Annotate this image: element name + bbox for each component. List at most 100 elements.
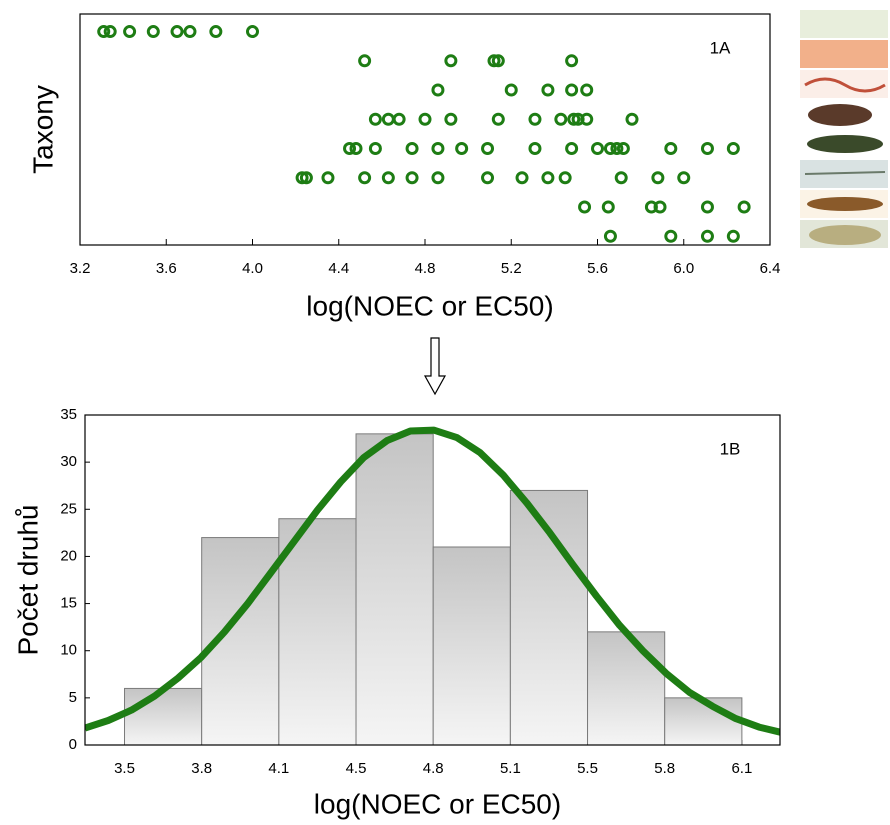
x-tick-label: 5.6 <box>587 260 608 277</box>
point <box>565 142 579 156</box>
y-tick-label: 5 <box>69 689 77 706</box>
y-tick-label: 30 <box>60 453 77 470</box>
point <box>580 112 594 126</box>
point <box>368 112 382 126</box>
point <box>567 112 581 126</box>
bar <box>432 546 511 746</box>
point <box>103 25 117 39</box>
point <box>541 83 555 97</box>
x-tick-label: 5.8 <box>654 760 675 777</box>
point <box>528 142 542 156</box>
point <box>418 112 432 126</box>
x-tick-label: 4.4 <box>328 260 349 277</box>
annotation: 1A <box>710 38 731 57</box>
point <box>481 171 495 185</box>
y-axis-label: Taxony <box>27 85 58 174</box>
x-tick-label: 3.2 <box>70 260 91 277</box>
point <box>578 200 592 214</box>
point <box>726 142 740 156</box>
point <box>491 54 505 68</box>
point <box>405 171 419 185</box>
point <box>392 112 406 126</box>
x-tick-label: 6.1 <box>731 760 752 777</box>
point <box>565 54 579 68</box>
point <box>209 25 223 39</box>
point <box>726 229 740 243</box>
plot-area <box>80 14 770 245</box>
x-tick-label: 5.1 <box>500 760 521 777</box>
point <box>321 171 335 185</box>
point <box>603 229 617 243</box>
x-tick-label: 4.8 <box>415 260 436 277</box>
point <box>616 142 630 156</box>
point <box>97 25 111 39</box>
point <box>614 171 628 185</box>
organism-pictures <box>800 10 888 248</box>
point <box>170 25 184 39</box>
point <box>700 200 714 214</box>
x-tick-label: 4.0 <box>242 260 263 277</box>
point <box>601 200 615 214</box>
plot-frame <box>79 13 771 246</box>
x-tick-label: 3.5 <box>114 760 135 777</box>
point <box>515 171 529 185</box>
y-tick-label: 25 <box>60 500 77 517</box>
x-axis-label: log(NOEC or EC50) <box>314 788 561 819</box>
point <box>295 171 309 185</box>
point <box>431 83 445 97</box>
point <box>183 25 197 39</box>
point <box>455 142 469 156</box>
plot-frame <box>84 414 781 746</box>
x-tick-label: 5.5 <box>577 760 598 777</box>
y-tick-label: 20 <box>60 547 77 564</box>
point <box>541 171 555 185</box>
point <box>653 200 667 214</box>
point <box>610 142 624 156</box>
arrow <box>423 337 447 396</box>
bar <box>664 697 743 746</box>
point <box>246 25 259 39</box>
point <box>664 142 678 156</box>
x-tick-label: 6.4 <box>760 260 781 277</box>
bar <box>355 433 434 746</box>
point <box>580 83 594 97</box>
y-tick-label: 0 <box>69 736 77 753</box>
point <box>123 25 137 39</box>
point <box>368 142 382 156</box>
point <box>349 142 363 156</box>
point <box>299 171 313 185</box>
point <box>603 142 617 156</box>
y-tick-label: 35 <box>60 406 77 423</box>
point <box>431 142 445 156</box>
y-tick-label: 10 <box>60 642 77 659</box>
point <box>343 142 357 156</box>
y-axis-label: Počet druhů <box>12 505 43 656</box>
x-axis-label: log(NOEC or EC50) <box>306 290 553 321</box>
point <box>558 171 572 185</box>
x-tick-label: 5.2 <box>501 260 522 277</box>
point <box>358 54 372 68</box>
point <box>664 229 678 243</box>
point <box>444 112 458 126</box>
point <box>554 112 568 126</box>
point <box>528 112 542 126</box>
bar <box>587 631 666 746</box>
point <box>381 171 395 185</box>
point <box>491 112 505 126</box>
point <box>444 54 458 68</box>
x-tick-label: 4.1 <box>268 760 289 777</box>
point <box>625 112 639 126</box>
x-tick-label: 6.0 <box>673 260 694 277</box>
point <box>591 142 604 156</box>
bar <box>124 687 203 746</box>
point <box>651 171 665 185</box>
point <box>431 171 445 185</box>
x-tick-label: 4.5 <box>346 760 367 777</box>
point <box>700 229 714 243</box>
point <box>481 142 495 156</box>
y-tick-label: 15 <box>60 595 77 612</box>
point <box>146 25 160 39</box>
x-tick-label: 3.6 <box>156 260 177 277</box>
annotation: 1B <box>720 439 741 458</box>
